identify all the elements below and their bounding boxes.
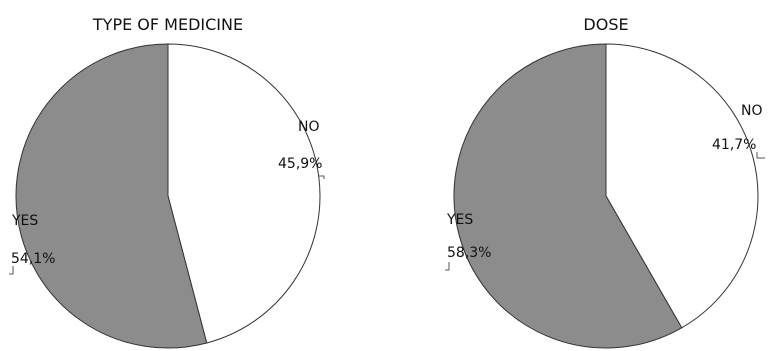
slice-label-no: NO: [298, 119, 320, 135]
pie-chart-dose: [453, 43, 759, 349]
leader-line: [756, 152, 765, 159]
leader-line: [445, 262, 450, 271]
chart-title: DOSE: [583, 15, 628, 34]
pie-chart-medicine: [15, 43, 321, 349]
slice-label-yes: YES: [446, 212, 473, 228]
slice-label-yes: YES: [11, 213, 38, 229]
pie-slice-yes: [453, 43, 683, 349]
slice-value-no: 41,7%: [712, 137, 756, 153]
pie-slice-yes: [15, 43, 208, 349]
leader-line: [318, 175, 325, 179]
pie-slice-no: [605, 43, 759, 329]
slice-label-no: NO: [741, 103, 763, 119]
chart-title: TYPE OF MEDICINE: [92, 15, 243, 34]
slice-value-yes: 58,3%: [447, 245, 491, 261]
leader-line: [9, 266, 14, 275]
slice-value-yes: 54,1%: [11, 251, 55, 267]
slice-value-no: 45,9%: [278, 156, 322, 172]
